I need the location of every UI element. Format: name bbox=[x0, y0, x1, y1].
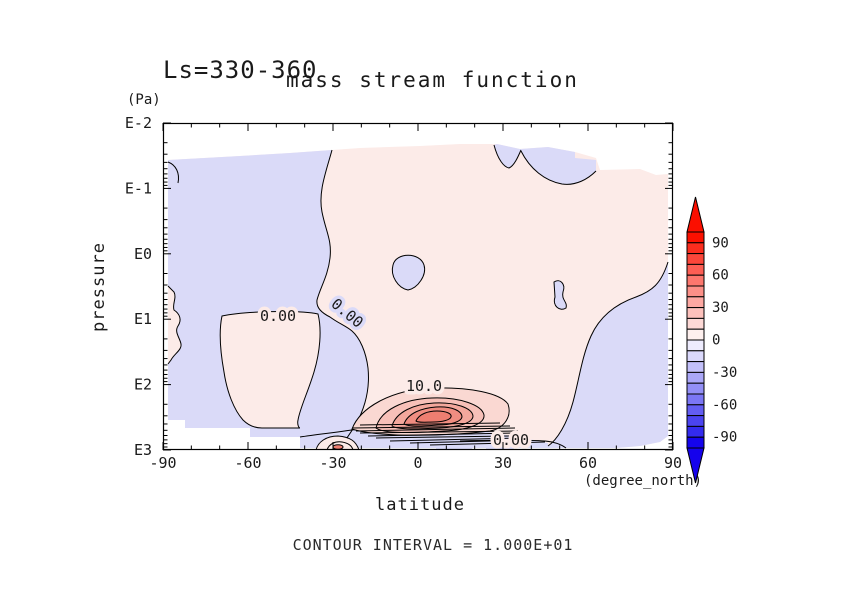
colorbar-segment bbox=[686, 382, 705, 395]
colorbar-segment bbox=[686, 296, 705, 309]
colorbar-label: -60 bbox=[712, 397, 737, 413]
contour-negative-right bbox=[547, 261, 669, 447]
field-positive-vase bbox=[220, 311, 321, 428]
colorbar-label: -30 bbox=[712, 365, 737, 381]
contour-notch-big bbox=[520, 150, 597, 185]
plot-title: mass stream function bbox=[286, 68, 579, 92]
colorbar-label: -90 bbox=[712, 430, 737, 446]
colorbar-segment bbox=[686, 285, 705, 298]
axis-ticks bbox=[162, 122, 674, 451]
colorbar-segment bbox=[686, 436, 705, 449]
x-axis-label: latitude bbox=[375, 495, 465, 515]
hatch-2 bbox=[351, 425, 511, 429]
hatch-3 bbox=[355, 427, 516, 432]
contour-value-label: 10.0 bbox=[406, 377, 442, 395]
y-tick-label: E0 bbox=[134, 245, 152, 263]
contour-main-zero bbox=[316, 149, 369, 449]
colorbar-segment bbox=[686, 231, 705, 244]
contour-teardrop bbox=[391, 254, 426, 291]
colorbar-segment bbox=[686, 371, 705, 384]
colorbar-segment bbox=[686, 393, 705, 406]
contour-sliver bbox=[553, 280, 567, 310]
x-axis-unit: (degree_north) bbox=[584, 473, 702, 489]
axis-tick-labels: -90 -60 -30 0 30 60 90 E-2 E-1 E0 E1 E2 E3 bbox=[125, 114, 682, 472]
x-tick-label: 60 bbox=[579, 454, 597, 472]
colorbar-segment bbox=[686, 253, 705, 265]
hatch-5 bbox=[367, 432, 516, 437]
field-negative-left bbox=[168, 150, 369, 448]
colorbar: 90 60 30 0 -30 -60 -90 bbox=[686, 196, 737, 484]
ls-range-title: Ls=330-360 bbox=[163, 56, 318, 84]
x-tick-label: 30 bbox=[494, 454, 512, 472]
contour-top-left-arc bbox=[167, 161, 179, 184]
contour-value-label: 0.00 bbox=[260, 307, 296, 325]
hatch-1 bbox=[359, 422, 501, 426]
colorbar-label: 60 bbox=[712, 268, 729, 284]
bottom-feature-fill bbox=[315, 435, 360, 450]
field-negative-right bbox=[548, 262, 668, 448]
hatch-9 bbox=[429, 441, 546, 446]
colorbar-segment bbox=[686, 425, 705, 438]
x-tick-label: -30 bbox=[319, 454, 346, 472]
y-tick-label: E-2 bbox=[125, 114, 152, 132]
field-negative-teardrop bbox=[392, 255, 425, 290]
y-tick-label: E1 bbox=[134, 310, 152, 328]
colorbar-label: 90 bbox=[712, 235, 729, 251]
colorbar-segment bbox=[686, 415, 705, 427]
colorbar-segment bbox=[686, 242, 705, 255]
colorbar-segment bbox=[686, 339, 705, 352]
contour-bottom-zero bbox=[459, 439, 567, 449]
colorbar-arrow-top bbox=[686, 196, 705, 233]
contour-interval-note: CONTOUR INTERVAL = 1.000E+01 bbox=[293, 536, 574, 554]
x-tick-label: 90 bbox=[664, 454, 682, 472]
contour-value-label: 0.00 bbox=[493, 431, 529, 449]
y-tick-label: E-1 bbox=[125, 179, 152, 197]
y-axis-label: pressure bbox=[89, 242, 109, 332]
contour-notch-small bbox=[493, 144, 522, 169]
bottom-dash-1 bbox=[394, 444, 424, 448]
field-negative-notch-small bbox=[494, 144, 521, 168]
ring-50 bbox=[415, 410, 452, 423]
contour-vase bbox=[219, 311, 321, 429]
colorbar-segment bbox=[686, 404, 705, 417]
hatch-7 bbox=[389, 437, 521, 442]
bottom-feature-arc bbox=[326, 441, 354, 450]
y-tick-label: E3 bbox=[134, 441, 152, 459]
y-axis-unit: (Pa) bbox=[127, 92, 161, 108]
hatch-4 bbox=[359, 430, 519, 434]
colorbar-segment bbox=[686, 317, 705, 330]
colorbar-segment bbox=[686, 361, 705, 373]
colorbar-segment bbox=[686, 307, 705, 319]
colorbar-label: 30 bbox=[712, 300, 729, 316]
contour-field bbox=[167, 144, 669, 450]
bottom-dash-3 bbox=[486, 445, 514, 449]
bottom-feature-core bbox=[332, 444, 344, 450]
field-negative-sliver bbox=[554, 280, 567, 310]
x-tick-label: 0 bbox=[413, 454, 422, 472]
colorbar-segment bbox=[686, 350, 705, 363]
contour-sliver-left bbox=[167, 285, 182, 365]
colorbar-segment bbox=[686, 328, 705, 341]
colorbar-label: 0 bbox=[712, 333, 720, 349]
colorbar-segment bbox=[686, 263, 705, 276]
field-positive-sliver-left bbox=[168, 286, 182, 364]
x-tick-label: -60 bbox=[234, 454, 261, 472]
x-tick-label: -90 bbox=[149, 454, 176, 472]
y-tick-label: E2 bbox=[134, 376, 152, 394]
bottom-dash-2 bbox=[436, 446, 472, 449]
field-negative-notch-big bbox=[520, 147, 596, 185]
hatch-6 bbox=[375, 435, 513, 439]
colorbar-segment bbox=[686, 274, 705, 287]
